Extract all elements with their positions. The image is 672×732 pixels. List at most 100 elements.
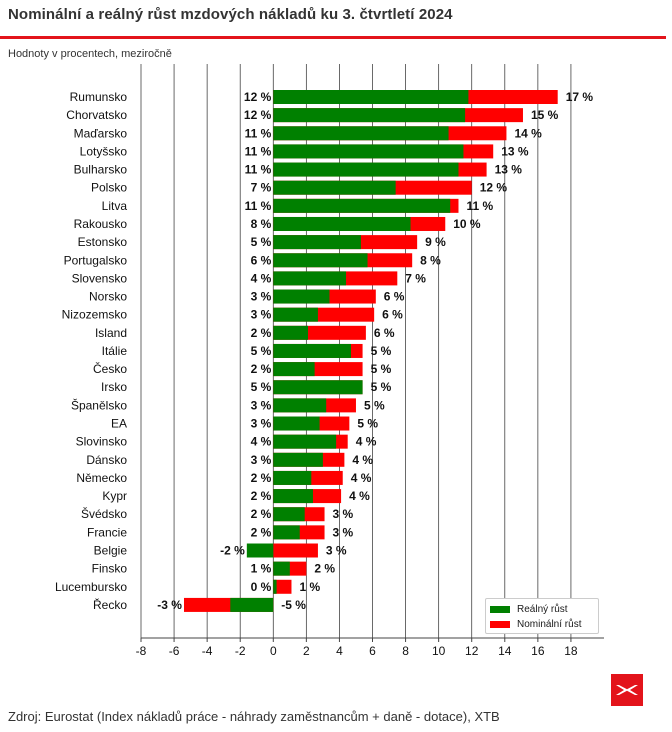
category-label: Irsko (101, 380, 127, 394)
category-label: Dánsko (86, 453, 127, 467)
value-label-real: 3 % (251, 398, 272, 412)
chart-subtitle: Hodnoty v procentech, meziročně (8, 48, 172, 60)
bar-nominal (273, 543, 318, 558)
value-label-nominal: 11 % (466, 199, 493, 213)
category-label: Belgie (94, 544, 128, 558)
category-label: Nizozemsko (62, 308, 128, 322)
legend-label-nominal: Nominální růst (517, 618, 582, 630)
bar-real (273, 362, 315, 377)
value-label-nominal: 8 % (420, 253, 441, 267)
bar-real (273, 398, 327, 413)
source-note: Zdroj: Eurostat (Index nákladů práce - n… (8, 709, 500, 724)
bar-real (273, 126, 449, 141)
value-label-nominal: -5 % (281, 598, 306, 612)
value-label-real: 3 % (251, 290, 272, 304)
category-label: Kypr (102, 489, 127, 503)
x-tick-label: 2 (303, 644, 310, 658)
value-label-real: 12 % (244, 90, 272, 104)
value-label-nominal: 3 % (333, 507, 354, 521)
x-tick-label: 12 (465, 644, 479, 658)
x-tick-label: 6 (369, 644, 376, 658)
value-label-nominal: 5 % (364, 398, 385, 412)
bar-real (273, 579, 277, 594)
bar-real (273, 507, 305, 522)
category-label: Rakousko (74, 217, 128, 231)
value-label-nominal: 17 % (566, 90, 594, 104)
category-label: Francie (87, 525, 127, 539)
category-label: Česko (93, 361, 127, 376)
value-label-real: 6 % (251, 253, 272, 267)
x-tick-label: 16 (531, 644, 545, 658)
bar-real (230, 597, 274, 612)
bar-real (273, 90, 469, 104)
category-label: Lotyšsko (80, 144, 128, 158)
legend-label-real: Reálný růst (517, 603, 568, 615)
value-label-nominal: 3 % (333, 525, 354, 539)
category-label: Maďarsko (74, 126, 128, 140)
value-label-real: 11 % (245, 126, 272, 140)
x-tick-label: -2 (235, 644, 246, 658)
value-label-nominal: 3 % (326, 544, 347, 558)
value-label-real: 3 % (251, 417, 272, 431)
bar-real (273, 525, 300, 540)
category-label: Řecko (93, 597, 127, 612)
bar-real (273, 452, 323, 467)
chart-legend: Reálný růst Nominální růst (485, 598, 599, 634)
category-label: Litva (102, 199, 128, 213)
value-label-real: 0 % (251, 580, 272, 594)
category-label: Finsko (92, 562, 128, 576)
value-label-nominal: 13 % (501, 144, 529, 158)
value-label-nominal: 1 % (299, 580, 320, 594)
value-label-nominal: 7 % (405, 271, 426, 285)
value-label-real: 3 % (251, 308, 272, 322)
value-label-real: 2 % (251, 507, 272, 521)
category-label: Chorvatsko (66, 108, 127, 122)
value-label-real: 8 % (251, 217, 272, 231)
value-label-nominal: 5 % (371, 344, 392, 358)
category-label: Island (95, 326, 127, 340)
x-tick-label: -8 (136, 644, 147, 658)
bar-real (273, 253, 368, 268)
bar-real (273, 144, 464, 159)
value-label-real: 5 % (251, 380, 272, 394)
value-label-nominal: 14 % (514, 126, 542, 140)
value-label-nominal: 5 % (357, 417, 378, 431)
x-tick-label: 8 (402, 644, 409, 658)
bar-real (273, 235, 361, 250)
bar-real (273, 343, 352, 358)
legend-swatch-real (490, 605, 510, 613)
value-label-real: 1 % (251, 562, 272, 576)
value-label-nominal: 2 % (314, 562, 335, 576)
value-label-real: -3 % (157, 598, 182, 612)
value-label-nominal: 9 % (425, 235, 446, 249)
value-label-real: -2 % (220, 544, 245, 558)
bar-nominal (273, 579, 292, 594)
category-label: Lucembursko (55, 580, 127, 594)
category-label: Estonsko (78, 235, 128, 249)
x-tick-label: 18 (564, 644, 578, 658)
value-label-real: 2 % (251, 471, 272, 485)
legend-swatch-nominal (490, 620, 510, 628)
x-tick-label: 14 (498, 644, 512, 658)
value-label-nominal: 6 % (384, 290, 405, 304)
bar-real (273, 561, 290, 576)
value-label-real: 2 % (251, 525, 272, 539)
value-label-nominal: 6 % (374, 326, 395, 340)
value-label-real: 2 % (251, 326, 272, 340)
bar-chart: -8 -6 -4 -2 0 2 4 6 8 10 12 14 16 18 Rumunsko 12 % 17 % C… (55, 64, 604, 658)
value-label-nominal: 4 % (356, 435, 377, 449)
bar-real (273, 470, 312, 485)
category-label: Norsko (89, 290, 127, 304)
value-label-real: 5 % (251, 344, 272, 358)
value-label-nominal: 6 % (382, 308, 403, 322)
value-label-real: 11 % (245, 199, 272, 213)
category-label: EA (111, 417, 127, 431)
category-label: Německo (76, 471, 127, 485)
category-label: Rumunsko (70, 90, 128, 104)
value-label-nominal: 5 % (371, 380, 392, 394)
value-label-nominal: 10 % (453, 217, 481, 231)
value-label-nominal: 5 % (371, 362, 392, 376)
bar-real (273, 307, 318, 322)
value-label-real: 11 % (245, 163, 272, 177)
category-label: Slovinsko (76, 435, 128, 449)
